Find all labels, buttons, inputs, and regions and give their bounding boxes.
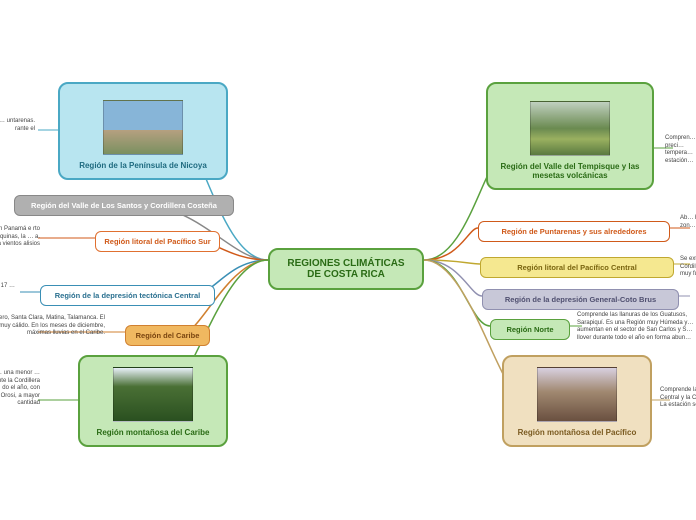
desc-norte: Comprende las llanuras de los Guatusos, …	[577, 312, 696, 342]
mont-pacifico-label: Región montañosa del Pacífico	[518, 428, 637, 437]
desc-depresion-central: 17 …	[0, 283, 15, 291]
node-nicoya[interactable]: Región de la Península de Nicoya	[58, 82, 228, 180]
node-norte[interactable]: Región Norte	[490, 319, 570, 340]
desc-tempisque: Compren… La preci… tempera… estación…	[665, 135, 696, 165]
node-depresion-central[interactable]: Región de la depresión tectónica Central	[40, 285, 215, 306]
desc-puntarenas: Ab… baj… zon… N…	[680, 215, 696, 230]
nicoya-image	[103, 100, 183, 155]
nicoya-label: Región de la Península de Nicoya	[79, 161, 207, 170]
node-mont-pacifico[interactable]: Región montañosa del Pacífico	[502, 355, 652, 447]
desc-caribe: Tortuguero, Santa Clara, Matina, Talaman…	[0, 315, 105, 338]
tempisque-label: Región del Valle del Tempisque y las mes…	[496, 162, 644, 180]
mont-pacifico-image	[537, 367, 617, 422]
tempisque-image	[530, 101, 610, 156]
desc-mont-pacifico: Comprende la… Central y la C… La estació…	[660, 387, 696, 410]
center-node[interactable]: REGIONES CLIMÁTICAS DE COSTA RICA	[268, 248, 424, 290]
node-tempisque[interactable]: Región del Valle del Tempisque y las mes…	[486, 82, 654, 190]
mont-caribe-image	[113, 367, 193, 422]
node-coto-brus[interactable]: Región de la depresión General-Coto Brus	[482, 289, 679, 310]
node-pacifico-sur[interactable]: Región litoral del Pacífico Sur	[95, 231, 220, 252]
mont-caribe-label: Región montañosa del Caribe	[97, 428, 210, 437]
node-caribe[interactable]: Región del Caribe	[125, 325, 210, 346]
node-santos[interactable]: Región del Valle de Los Santos y Cordill…	[14, 195, 234, 216]
desc-mont-caribe: de las … una menor … La vertiente la Cor…	[0, 370, 40, 408]
desc-nicoya: roas de … untarenas. rante el	[0, 118, 35, 133]
node-puntarenas[interactable]: Región de Puntarenas y sus alrededores	[478, 221, 670, 242]
node-mont-caribe[interactable]: Región montañosa del Caribe	[78, 355, 228, 447]
node-pacifico-central[interactable]: Región litoral del Pacífico Central	[480, 257, 674, 278]
desc-pacifico-central: Se extiende… Cordillera C… muy fuertes.	[680, 256, 696, 279]
desc-pacifico-sur: era con Panamá e rto Esquinas, la … a. P…	[0, 226, 40, 249]
